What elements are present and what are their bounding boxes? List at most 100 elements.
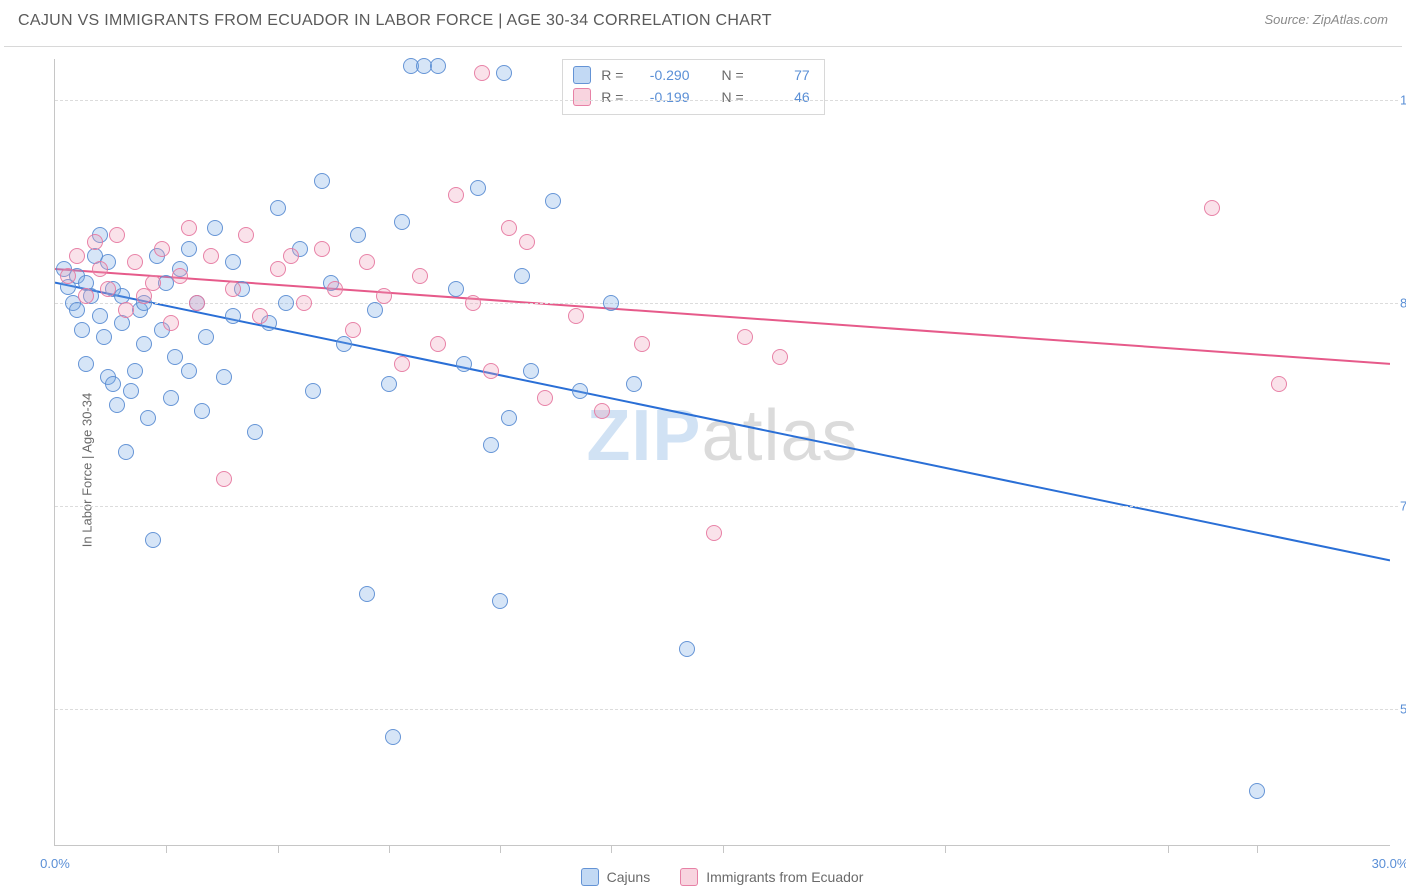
data-point [127, 363, 143, 379]
data-point [69, 248, 85, 264]
stat-n-label: N = [721, 89, 743, 105]
y-tick-label: 100.0% [1392, 92, 1406, 107]
data-point [492, 593, 508, 609]
data-point [1249, 783, 1265, 799]
data-point [96, 329, 112, 345]
trend-line [55, 283, 1390, 561]
legend-swatch [573, 66, 591, 84]
data-point [545, 193, 561, 209]
data-point [448, 281, 464, 297]
data-point [136, 336, 152, 352]
y-tick-label: 55.0% [1392, 702, 1406, 717]
data-point [92, 261, 108, 277]
data-point [634, 336, 650, 352]
data-point [483, 363, 499, 379]
stats-row: R =-0.290N =77 [573, 64, 809, 86]
data-point [207, 220, 223, 236]
legend-swatch [680, 868, 698, 886]
data-point [359, 254, 375, 270]
legend-bottom: Cajuns Immigrants from Ecuador [54, 868, 1390, 886]
data-point [327, 281, 343, 297]
data-point [470, 180, 486, 196]
data-point [87, 234, 103, 250]
data-point [189, 295, 205, 311]
data-point [216, 369, 232, 385]
stats-row: R =-0.199N =46 [573, 86, 809, 108]
data-point [296, 295, 312, 311]
data-point [78, 288, 94, 304]
y-tick-label: 70.0% [1392, 499, 1406, 514]
data-point [114, 315, 130, 331]
data-point [603, 295, 619, 311]
data-point [278, 295, 294, 311]
data-point [270, 200, 286, 216]
data-point [225, 254, 241, 270]
data-point [519, 234, 535, 250]
data-point [1271, 376, 1287, 392]
data-point [181, 220, 197, 236]
data-point [381, 376, 397, 392]
data-point [123, 383, 139, 399]
x-tick [166, 845, 167, 853]
x-tick [723, 845, 724, 853]
data-point [514, 268, 530, 284]
chart-title: CAJUN VS IMMIGRANTS FROM ECUADOR IN LABO… [18, 12, 772, 30]
data-point [448, 187, 464, 203]
data-point [92, 308, 108, 324]
data-point [60, 268, 76, 284]
data-point [145, 532, 161, 548]
data-point [74, 322, 90, 338]
x-tick [1168, 845, 1169, 853]
gridline [55, 303, 1398, 304]
data-point [283, 248, 299, 264]
data-point [367, 302, 383, 318]
x-tick [1257, 845, 1258, 853]
data-point [140, 410, 156, 426]
data-point [359, 586, 375, 602]
data-point [270, 261, 286, 277]
data-point [247, 424, 263, 440]
data-point [69, 302, 85, 318]
data-point [483, 437, 499, 453]
data-point [350, 227, 366, 243]
data-point [203, 248, 219, 264]
data-point [314, 241, 330, 257]
data-point [314, 173, 330, 189]
data-point [305, 383, 321, 399]
data-point [456, 356, 472, 372]
legend-item: Cajuns [581, 868, 651, 886]
data-point [118, 302, 134, 318]
data-point [737, 329, 753, 345]
stat-n-label: N = [721, 67, 743, 83]
x-tick [389, 845, 390, 853]
data-point [572, 383, 588, 399]
data-point [412, 268, 428, 284]
data-point [376, 288, 392, 304]
data-point [252, 308, 268, 324]
data-point [100, 281, 116, 297]
legend-label: Immigrants from Ecuador [706, 869, 863, 885]
stats-legend-box: R =-0.290N =77R =-0.199N =46 [562, 59, 824, 115]
data-point [163, 390, 179, 406]
data-point [336, 336, 352, 352]
data-point [501, 410, 517, 426]
data-point [194, 403, 210, 419]
data-point [385, 729, 401, 745]
stat-n-value: 77 [754, 67, 810, 83]
watermark: ZIPatlas [586, 395, 858, 477]
data-point [181, 241, 197, 257]
data-point [394, 214, 410, 230]
gridline [55, 506, 1398, 507]
stat-r-value: -0.199 [633, 89, 689, 105]
data-point [626, 376, 642, 392]
data-point [225, 308, 241, 324]
data-point [225, 281, 241, 297]
source-label: Source: ZipAtlas.com [1264, 12, 1388, 27]
stat-r-label: R = [601, 67, 623, 83]
data-point [127, 254, 143, 270]
data-point [172, 268, 188, 284]
data-point [216, 471, 232, 487]
x-tick [278, 845, 279, 853]
chart-container: In Labor Force | Age 30-34 ZIPatlas R =-… [4, 46, 1402, 892]
data-point [1204, 200, 1220, 216]
